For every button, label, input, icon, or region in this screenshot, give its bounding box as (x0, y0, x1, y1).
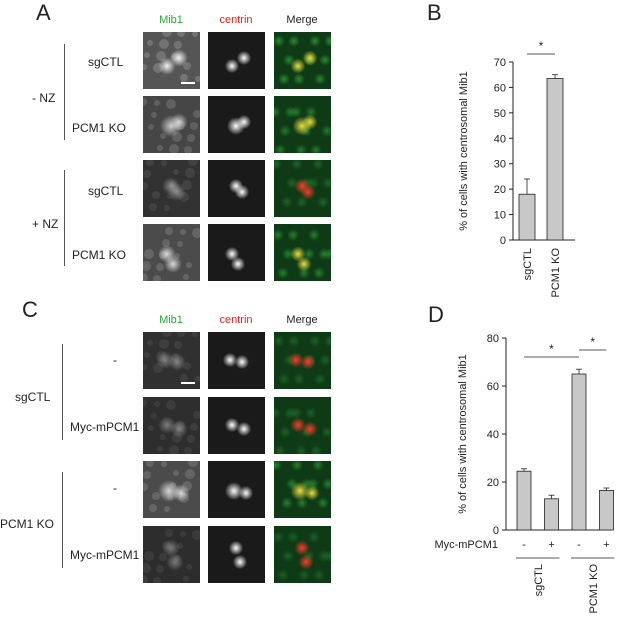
y-tick-label: 40 (494, 133, 506, 145)
row-label-a3: sgCTL (88, 184, 124, 198)
y-tick-label: 60 (494, 82, 506, 94)
bar-chart-d: 0 20 40 60 80 % of cells with centrosomal Mib… (434, 333, 615, 614)
row-label-c3: - (113, 481, 117, 495)
panel-letter-a: A (36, 0, 51, 25)
micrograph-C-r2-merge (274, 397, 331, 454)
bracket-minus-nz (64, 44, 65, 140)
row-label-myc-mpcm1: Myc-mPCM1 (434, 539, 498, 551)
scale-bar (181, 382, 195, 384)
significance-label: * (590, 335, 595, 349)
x-category-label: + (548, 539, 554, 551)
condition-label-plus-nz: + NZ (32, 217, 59, 231)
scale-bar (181, 82, 195, 84)
micrograph-C-r2-centrin (208, 397, 265, 454)
micrograph-A-r1-mib1 (143, 32, 200, 89)
y-tick-label: 50 (494, 108, 506, 120)
condition-label-minus-nz: - NZ (32, 91, 56, 105)
y-tick-label: 80 (487, 333, 499, 345)
bracket-plus-nz (64, 170, 65, 266)
y-axis-label: % of cells with centrosomal Mib1 (457, 354, 469, 514)
micrograph-C-r3-mib1 (143, 461, 200, 518)
bracket-sgctl (62, 344, 63, 440)
y-tick-label: 20 (494, 184, 506, 196)
y-axis-label: % of cells with centrosomal Mib1 (458, 71, 470, 231)
micrograph-C-r1-centrin (208, 332, 265, 389)
group-label-sgctl: sgCTL (15, 390, 51, 404)
micrograph-C-r1-mib1 (143, 332, 200, 389)
group-label: PCM1 KO (588, 564, 600, 614)
y-tick-label: 10 (494, 210, 506, 222)
micrograph-A-r1-centrin (208, 32, 265, 89)
significance-label: * (539, 40, 544, 53)
y-tick-label: 0 (493, 525, 499, 537)
micrograph-A-r3-centrin (208, 160, 265, 217)
row-label-c2: Myc-mPCM1 (70, 420, 140, 434)
row-label-c4: Myc-mPCM1 (70, 548, 140, 562)
micrograph-A-r2-merge (274, 96, 331, 153)
y-tick-label: 20 (487, 477, 499, 489)
micrograph-C-r3-merge (274, 461, 331, 518)
channel-header-centrin: centrin (219, 14, 253, 26)
y-tick-label: 40 (487, 429, 499, 441)
row-label-a1: sgCTL (88, 55, 124, 69)
y-tick-label: 30 (494, 159, 506, 171)
row-label-a2: PCM1 KO (72, 121, 127, 135)
bar (516, 470, 532, 531)
micrograph-A-r3-merge (274, 160, 331, 217)
bar (544, 498, 559, 531)
micrograph-C-r4-mib1 (143, 526, 200, 583)
x-category-label: - (522, 539, 526, 551)
group-label-pcm1-ko: PCM1 KO (0, 517, 55, 531)
bracket-pcm1-ko (62, 472, 63, 568)
bar (599, 489, 614, 531)
panel-letter-c: C (22, 297, 38, 322)
bar (546, 78, 564, 241)
micrograph-C-r3-centrin (208, 461, 265, 518)
panel-letter-b: B (427, 0, 442, 25)
micrograph-A-r4-merge (274, 224, 331, 281)
x-category-label: + (603, 539, 609, 551)
x-category-label: PCM1 KO (550, 248, 562, 298)
micrograph-A-r3-mib1 (143, 160, 200, 217)
panel-letter-d: D (428, 302, 444, 327)
bar (571, 373, 587, 531)
micrograph-A-r4-mib1 (143, 224, 200, 281)
bar (518, 193, 536, 241)
channel-header-merge: Merge (286, 14, 318, 26)
significance-label: * (549, 342, 554, 356)
channel-header-centrin-c: centrin (219, 314, 253, 326)
micrograph-C-r4-centrin (208, 526, 265, 583)
micrograph-C-r2-mib1 (143, 397, 200, 454)
micrograph-C-r1-merge (274, 332, 331, 389)
y-tick-label: 60 (487, 381, 499, 393)
row-label-c1: - (113, 353, 117, 367)
bar-chart-b: 0 10 20 30 40 50 60 70 % of cells with centrosom… (458, 40, 575, 298)
channel-header-mib1-c: Mib1 (159, 314, 183, 326)
group-label: sgCTL (533, 564, 545, 596)
micrograph-A-r4-centrin (208, 224, 265, 281)
channel-header-merge-c: Merge (286, 314, 318, 326)
micrograph-A-r2-mib1 (143, 96, 200, 153)
micrograph-C-r4-merge (274, 526, 331, 583)
row-label-a4: PCM1 KO (72, 248, 127, 262)
y-tick-label: 0 (500, 235, 506, 247)
x-category-label: - (577, 539, 581, 551)
channel-header-mib1: Mib1 (159, 14, 183, 26)
micrograph-A-r1-merge (274, 32, 331, 89)
micrograph-A-r2-centrin (208, 96, 265, 153)
x-category-label: sgCTL (522, 248, 534, 280)
y-tick-label: 70 (494, 57, 506, 69)
